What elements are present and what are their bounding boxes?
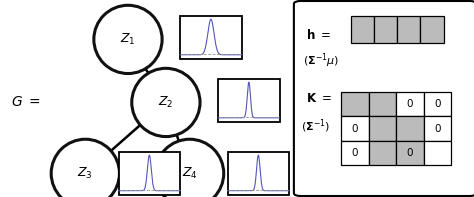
Ellipse shape: [94, 5, 162, 73]
Text: $G\ =$: $G\ =$: [11, 95, 41, 110]
Bar: [396, 116, 424, 141]
Text: $(\mathbf{\Sigma}^{-1}\mu)$: $(\mathbf{\Sigma}^{-1}\mu)$: [303, 52, 340, 70]
Text: 0: 0: [352, 148, 358, 158]
Bar: [369, 92, 396, 116]
Bar: [397, 16, 420, 43]
Bar: [424, 92, 451, 116]
Text: $Z_{1}$: $Z_{1}$: [120, 32, 136, 47]
Bar: [228, 152, 289, 195]
Bar: [424, 141, 451, 165]
Bar: [420, 16, 444, 43]
Bar: [351, 16, 374, 43]
Bar: [396, 141, 424, 165]
Bar: [369, 116, 396, 141]
Text: 0: 0: [434, 124, 441, 134]
Bar: [374, 16, 397, 43]
Bar: [341, 116, 369, 141]
Text: 0: 0: [407, 99, 413, 109]
Text: $(\mathbf{\Sigma}^{-1})$: $(\mathbf{\Sigma}^{-1})$: [301, 117, 330, 135]
Text: $\mathbf{K}\ =$: $\mathbf{K}\ =$: [306, 92, 332, 105]
Bar: [118, 152, 180, 195]
Bar: [396, 92, 424, 116]
Text: 0: 0: [407, 148, 413, 158]
FancyBboxPatch shape: [294, 1, 474, 196]
Text: $Z_{2}$: $Z_{2}$: [158, 95, 173, 110]
Ellipse shape: [51, 139, 119, 197]
Text: 0: 0: [352, 124, 358, 134]
Bar: [424, 116, 451, 141]
Bar: [341, 92, 369, 116]
Ellipse shape: [132, 68, 200, 137]
Text: 0: 0: [434, 99, 441, 109]
Bar: [180, 16, 242, 59]
Text: $\mathbf{h}\ =$: $\mathbf{h}\ =$: [306, 28, 331, 43]
Text: $Z_{4}$: $Z_{4}$: [182, 166, 198, 181]
Bar: [369, 141, 396, 165]
Bar: [341, 141, 369, 165]
Ellipse shape: [155, 139, 224, 197]
Bar: [218, 79, 280, 122]
Text: $Z_{3}$: $Z_{3}$: [77, 166, 93, 181]
